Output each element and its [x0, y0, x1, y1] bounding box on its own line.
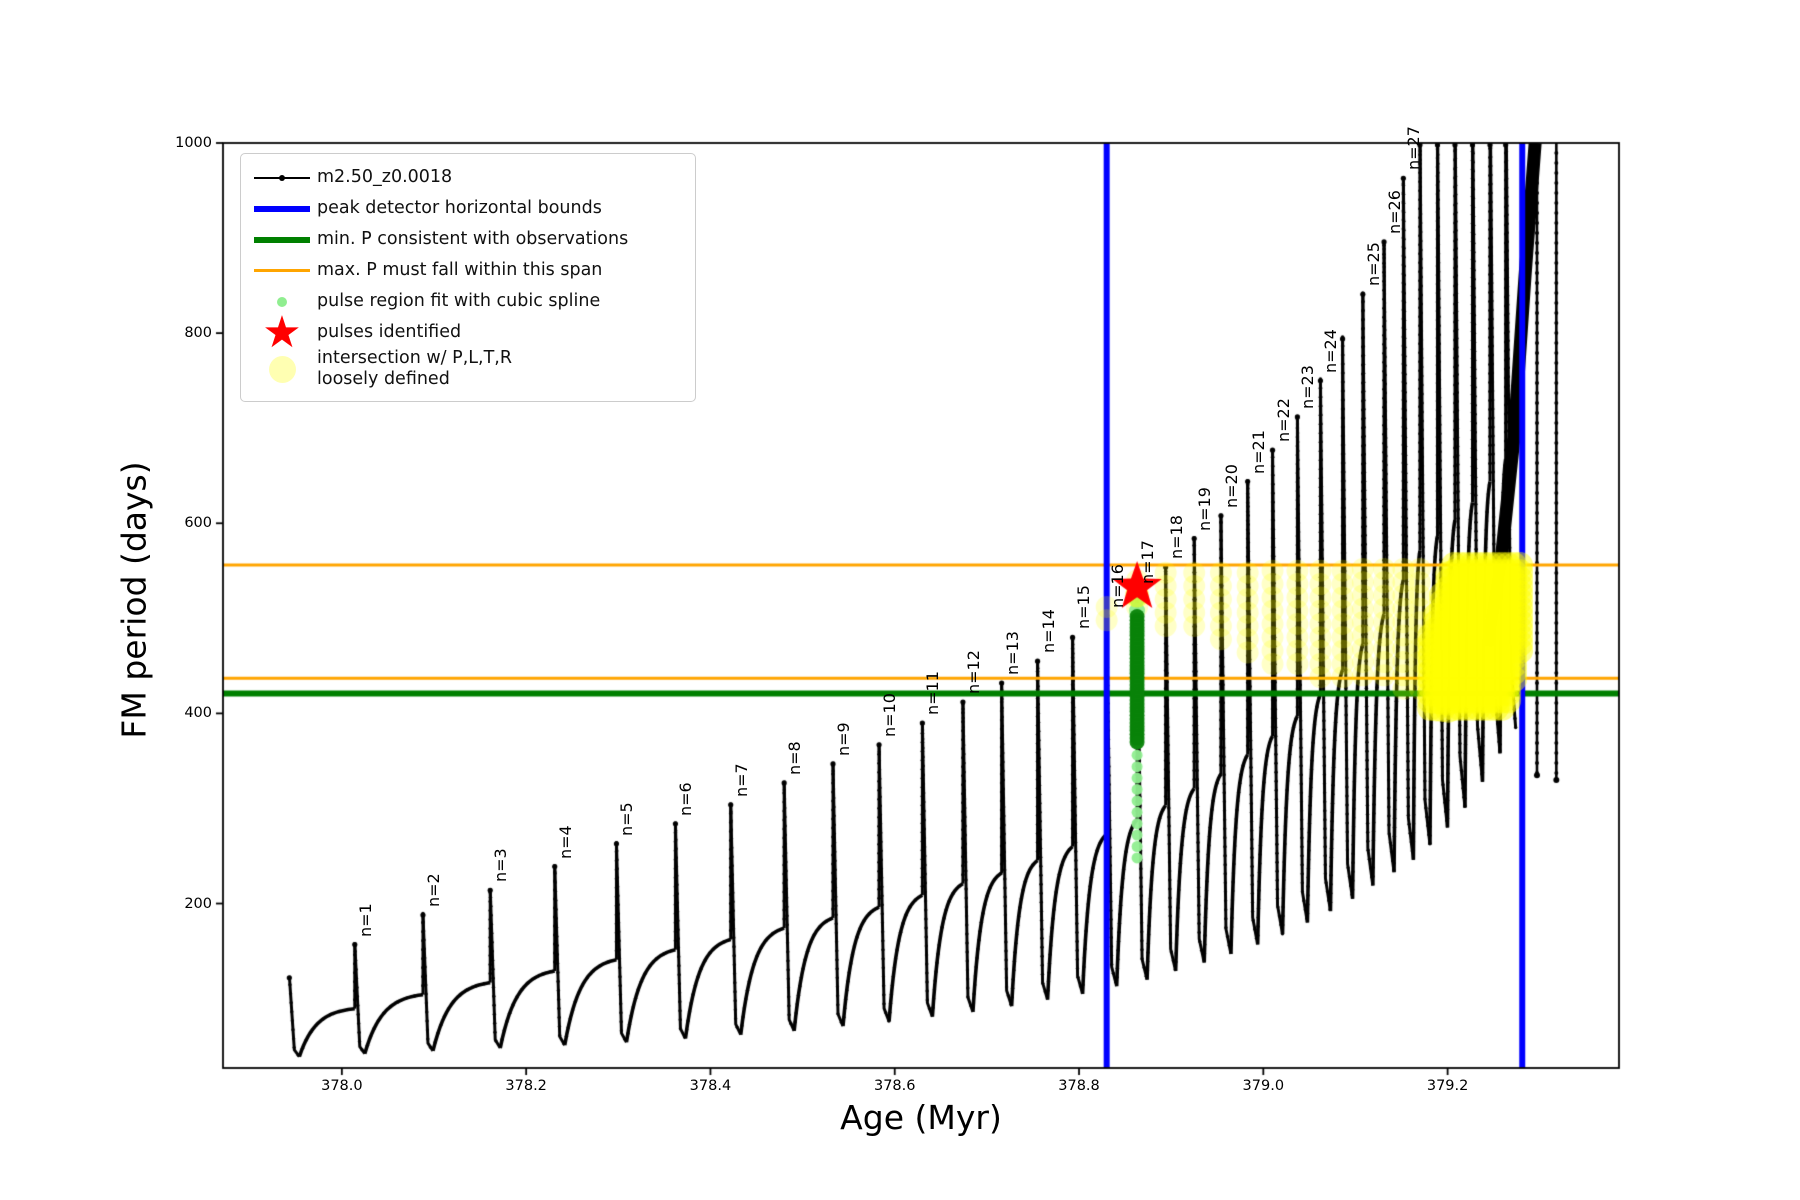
pulse-label: n=27: [1404, 126, 1424, 171]
y-axis-label: FM period (days): [114, 461, 154, 739]
legend: m2.50_z0.0018 peak detector horizontal b…: [240, 153, 696, 402]
pulse-label: n=11: [923, 671, 943, 715]
pulse-label: n=16: [1107, 563, 1127, 608]
blue-line-icon: [251, 195, 313, 223]
lightgreen-dot-icon: [251, 288, 313, 316]
pulse-label: n=25: [1363, 242, 1383, 287]
pulse-label: n=19: [1195, 486, 1215, 531]
y-tick-label: 400: [184, 705, 212, 722]
pulse-label: n=20: [1221, 463, 1241, 508]
x-tick-label: 378.2: [505, 1078, 547, 1094]
legend-label: intersection w/ P,L,T,R loosely defined: [317, 348, 512, 390]
legend-item-max-p: max. P must fall within this span: [251, 255, 683, 286]
legend-item-series: m2.50_z0.0018: [251, 162, 683, 193]
y-tick-label: 800: [184, 325, 212, 342]
pulse-label: n=2: [423, 873, 443, 908]
x-tick-label: 378.4: [689, 1078, 732, 1094]
pulse-label: n=18: [1166, 515, 1186, 560]
legend-label: m2.50_z0.0018: [317, 166, 453, 187]
x-tick-label: 378.8: [1058, 1078, 1100, 1094]
pulse-label: n=13: [1002, 631, 1022, 676]
pulse-label: n=4: [555, 824, 575, 859]
pulse-label: n=8: [785, 741, 805, 775]
legend-label: pulses identified: [317, 321, 462, 342]
legend-label: max. P must fall within this span: [317, 259, 603, 280]
x-axis-label: Age (Myr): [840, 1098, 1002, 1137]
x-tick-label: 378.0: [321, 1078, 363, 1094]
pulse-label: n=9: [834, 722, 853, 756]
pulse-label: n=21: [1248, 429, 1268, 474]
legend-item-intersection: intersection w/ P,L,T,R loosely defined: [251, 348, 683, 391]
legend-label: pulse region fit with cubic spline: [317, 290, 601, 311]
y-tick-label: 200: [184, 895, 212, 912]
x-tick-label: 378.6: [873, 1078, 916, 1094]
pulse-label: n=26: [1385, 190, 1405, 234]
pulse-label: n=14: [1038, 609, 1058, 654]
yellow-circle-icon: [251, 355, 313, 384]
y-tick-label: 600: [184, 515, 212, 532]
y-tick-label: 1000: [175, 135, 212, 151]
pulse-label: n=5: [617, 802, 637, 836]
x-tick-label: 379.0: [1242, 1078, 1285, 1094]
legend-item-spline: pulse region fit with cubic spline: [251, 286, 683, 317]
pulse-label: n=1: [355, 902, 375, 937]
pulse-label: n=3: [491, 848, 511, 883]
pulse-label: n=6: [676, 782, 696, 816]
series-line-icon: [251, 164, 313, 192]
pulse-label: n=17: [1138, 539, 1158, 584]
legend-item-min-p: min. P consistent with observations: [251, 224, 683, 255]
legend-item-pulses: ★ pulses identified: [251, 306, 683, 358]
pulse-label: n=23: [1298, 364, 1318, 409]
legend-label: peak detector horizontal bounds: [317, 197, 602, 218]
legend-label: min. P consistent with observations: [317, 228, 629, 249]
pulse-label: n=15: [1073, 585, 1093, 630]
x-tick-label: 379.2: [1426, 1078, 1469, 1094]
pulse-label: n=24: [1321, 328, 1341, 373]
legend-item-peak-bounds: peak detector horizontal bounds: [251, 193, 683, 224]
orange-line-icon: [251, 257, 313, 285]
red-star-icon: ★: [262, 306, 302, 358]
pulse-label: n=10: [880, 692, 900, 737]
green-line-icon: [251, 226, 313, 254]
pulse-label: n=7: [731, 763, 751, 797]
pulse-label: n=22: [1273, 398, 1293, 443]
pulse-label: n=12: [963, 650, 983, 695]
